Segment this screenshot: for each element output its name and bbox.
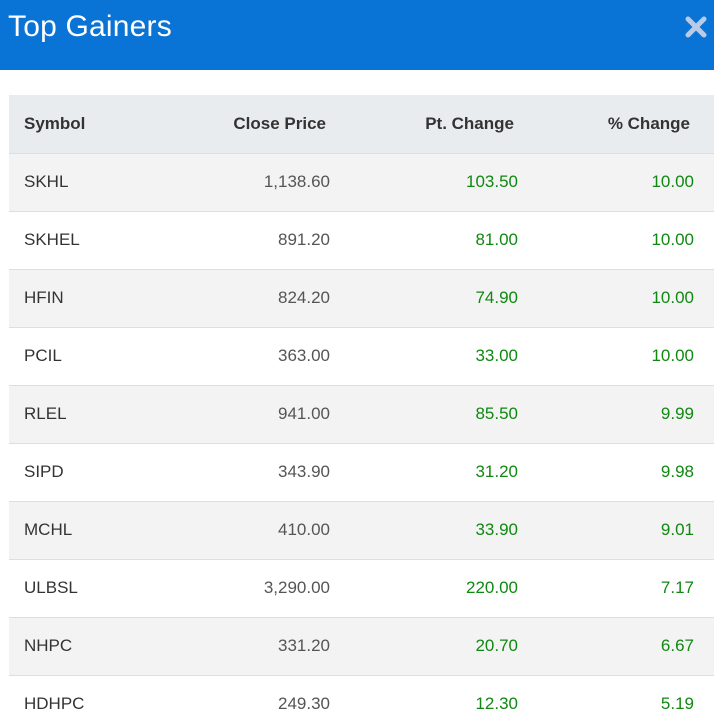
- pt-change-cell: 85.50: [330, 385, 518, 444]
- table-row[interactable]: ULBSL 3,290.00 220.00 7.17: [9, 559, 714, 618]
- symbol-cell[interactable]: HDHPC: [9, 675, 169, 721]
- column-header-symbol[interactable]: Symbol: [9, 95, 169, 154]
- table-body: SKHL 1,138.60 103.50 10.00 SKHEL 891.20 …: [9, 153, 714, 721]
- pct-change-cell: 9.98: [518, 443, 714, 502]
- modal-header: Top Gainers: [0, 0, 714, 70]
- symbol-cell[interactable]: SKHL: [9, 153, 169, 212]
- close-price-cell: 3,290.00: [169, 559, 330, 618]
- close-price-cell: 331.20: [169, 617, 330, 676]
- pt-change-cell: 220.00: [330, 559, 518, 618]
- pt-change-cell: 31.20: [330, 443, 518, 502]
- table-row[interactable]: MCHL 410.00 33.90 9.01: [9, 501, 714, 560]
- symbol-cell[interactable]: SKHEL: [9, 211, 169, 270]
- column-header-pct-change[interactable]: % Change: [518, 95, 714, 154]
- pt-change-cell: 20.70: [330, 617, 518, 676]
- table-header-row: Symbol Close Price Pt. Change % Change: [9, 95, 714, 154]
- close-price-cell: 891.20: [169, 211, 330, 270]
- pt-change-cell: 12.30: [330, 675, 518, 721]
- table-row[interactable]: SIPD 343.90 31.20 9.98: [9, 443, 714, 502]
- pt-change-cell: 81.00: [330, 211, 518, 270]
- pct-change-cell: 10.00: [518, 153, 714, 212]
- pt-change-cell: 74.90: [330, 269, 518, 328]
- symbol-cell[interactable]: RLEL: [9, 385, 169, 444]
- pct-change-cell: 10.00: [518, 269, 714, 328]
- pct-change-cell: 9.99: [518, 385, 714, 444]
- table-row[interactable]: HFIN 824.20 74.90 10.00: [9, 269, 714, 328]
- pct-change-cell: 7.17: [518, 559, 714, 618]
- column-header-close-price[interactable]: Close Price: [169, 95, 330, 154]
- close-price-cell: 941.00: [169, 385, 330, 444]
- pct-change-cell: 10.00: [518, 327, 714, 386]
- close-price-cell: 343.90: [169, 443, 330, 502]
- table-row[interactable]: HDHPC 249.30 12.30 5.19: [9, 675, 714, 721]
- pct-change-cell: 9.01: [518, 501, 714, 560]
- symbol-cell[interactable]: NHPC: [9, 617, 169, 676]
- close-price-cell: 824.20: [169, 269, 330, 328]
- table-row[interactable]: RLEL 941.00 85.50 9.99: [9, 385, 714, 444]
- pct-change-cell: 6.67: [518, 617, 714, 676]
- symbol-cell[interactable]: MCHL: [9, 501, 169, 560]
- table-row[interactable]: SKHEL 891.20 81.00 10.00: [9, 211, 714, 270]
- close-price-cell: 363.00: [169, 327, 330, 386]
- pct-change-cell: 5.19: [518, 675, 714, 721]
- gainers-table: Symbol Close Price Pt. Change % Change S…: [9, 95, 714, 721]
- close-price-cell: 249.30: [169, 675, 330, 721]
- pct-change-cell: 10.00: [518, 211, 714, 270]
- column-header-pt-change[interactable]: Pt. Change: [330, 95, 518, 154]
- modal-title: Top Gainers: [8, 10, 172, 43]
- pt-change-cell: 33.00: [330, 327, 518, 386]
- pt-change-cell: 103.50: [330, 153, 518, 212]
- pt-change-cell: 33.90: [330, 501, 518, 560]
- table-row[interactable]: NHPC 331.20 20.70 6.67: [9, 617, 714, 676]
- symbol-cell[interactable]: SIPD: [9, 443, 169, 502]
- symbol-cell[interactable]: HFIN: [9, 269, 169, 328]
- table-row[interactable]: SKHL 1,138.60 103.50 10.00: [9, 153, 714, 212]
- symbol-cell[interactable]: ULBSL: [9, 559, 169, 618]
- gainers-table-container: Symbol Close Price Pt. Change % Change S…: [9, 95, 714, 721]
- symbol-cell[interactable]: PCIL: [9, 327, 169, 386]
- close-icon[interactable]: [683, 12, 709, 42]
- close-price-cell: 410.00: [169, 501, 330, 560]
- close-price-cell: 1,138.60: [169, 153, 330, 212]
- table-row[interactable]: PCIL 363.00 33.00 10.00: [9, 327, 714, 386]
